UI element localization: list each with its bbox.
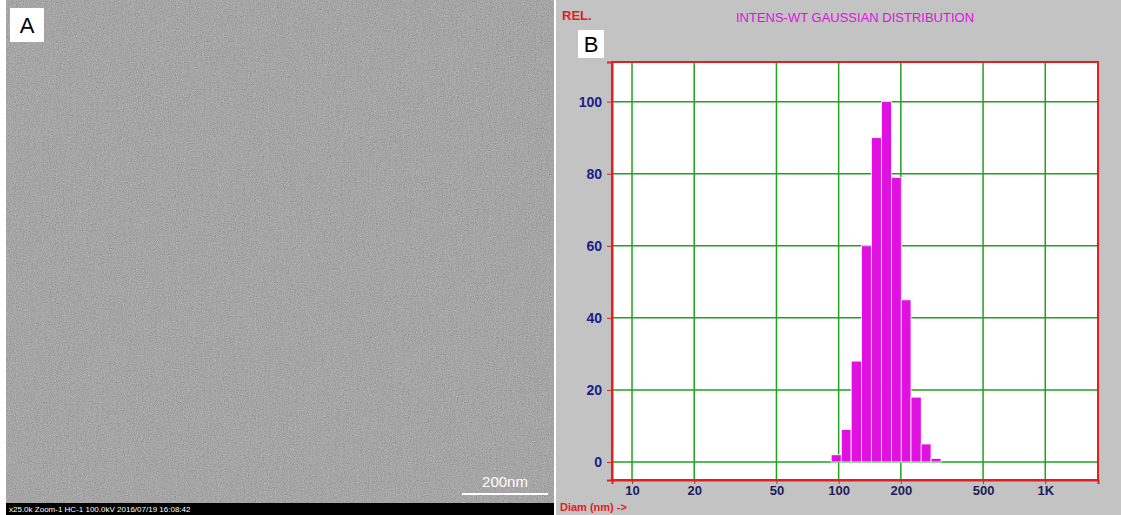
scale-bar-label: 200nm — [482, 473, 528, 490]
chart-title: INTENS-WT GAUSSIAN DISTRIBUTION — [736, 10, 974, 25]
bar — [861, 246, 871, 462]
bar — [841, 430, 851, 462]
grid-line-y — [612, 245, 1098, 247]
y-tick-mark — [607, 246, 612, 247]
y-tick-mark — [607, 318, 612, 319]
y-tick: 60 — [586, 238, 612, 254]
micrograph — [6, 0, 554, 503]
y-tick-mark — [607, 390, 612, 391]
y-tick: 40 — [586, 310, 612, 326]
grid-line-y — [612, 101, 1098, 103]
grid — [612, 62, 1098, 480]
x-tick: 50 — [770, 480, 784, 498]
x-axis-title: Diam (nm) -> — [560, 501, 627, 513]
bar — [851, 361, 861, 462]
grid-line-x — [838, 62, 840, 480]
y-tick-label: 100 — [579, 94, 603, 110]
y-tick: 100 — [579, 94, 612, 110]
label-box — [10, 8, 44, 42]
x-tick-label: 500 — [973, 483, 995, 498]
x-tick-label: 20 — [687, 483, 701, 498]
x-tick: 20 — [687, 480, 701, 498]
micrograph-grain — [6, 0, 554, 503]
bar — [891, 177, 901, 462]
grid-line-x — [1045, 62, 1047, 480]
grid-line-y — [612, 173, 1098, 175]
y-tick: 0 — [594, 454, 612, 470]
grid-line-x — [982, 62, 984, 480]
y-axis: 0 20 40 60 80 100 — [579, 63, 613, 481]
bar — [921, 444, 931, 462]
plot-frame — [612, 62, 1098, 480]
y-tick: 80 — [586, 166, 612, 182]
x-tick: 1K — [1037, 480, 1054, 498]
panel-b: 0 20 40 60 80 100 10 20 50 100 200 500 1K INTENS-WT G… — [556, 0, 1121, 515]
y-tick: 20 — [586, 382, 612, 398]
x-tick: 200 — [890, 480, 912, 498]
x-axis: 10 20 50 100 200 500 1K — [613, 480, 1099, 498]
y-axis-line — [607, 63, 613, 481]
y-tick-label: 40 — [586, 310, 602, 326]
bar — [871, 138, 881, 462]
x-tick: 500 — [973, 480, 995, 498]
x-tick-label: 200 — [890, 483, 912, 498]
y-tick-mark — [607, 462, 612, 463]
bar — [881, 102, 891, 462]
panel-background — [556, 0, 1121, 515]
plot-area — [612, 62, 1098, 480]
x-tick: 10 — [625, 480, 639, 498]
y-tick-label: 0 — [594, 454, 602, 470]
grid-line-y — [612, 317, 1098, 319]
caption-bar — [6, 503, 554, 515]
grid-line-x — [693, 62, 695, 480]
bar — [911, 397, 921, 462]
panel-label: B — [584, 32, 599, 57]
y-tick-label: 80 — [586, 166, 602, 182]
grid-line-x — [631, 62, 633, 480]
label-box — [578, 30, 604, 58]
y-tick-mark — [607, 174, 612, 175]
y-axis-title: REL. — [562, 8, 592, 23]
y-tick-mark — [607, 102, 612, 103]
x-axis-line — [613, 481, 1099, 485]
bar — [931, 458, 941, 462]
x-tick-label: 1K — [1037, 483, 1054, 498]
x-tick-label: 50 — [770, 483, 784, 498]
bar — [901, 300, 911, 462]
grid-line-x — [776, 62, 778, 480]
panel-label: A — [20, 13, 35, 38]
x-tick-label: 100 — [828, 483, 850, 498]
bar — [831, 455, 841, 462]
y-tick-label: 60 — [586, 238, 602, 254]
y-tick-label: 20 — [586, 382, 602, 398]
panel-a: x25.0k Zoom-1 HC-1 100.0kV 2016/07/19 16… — [6, 0, 554, 515]
caption: x25.0k Zoom-1 HC-1 100.0kV 2016/07/19 16… — [9, 505, 191, 514]
x-tick: 100 — [828, 480, 850, 498]
x-tick-label: 10 — [625, 483, 639, 498]
bars — [831, 102, 941, 462]
scale-bar — [462, 493, 548, 495]
figure: x25.0k Zoom-1 HC-1 100.0kV 2016/07/19 16… — [0, 0, 1121, 515]
